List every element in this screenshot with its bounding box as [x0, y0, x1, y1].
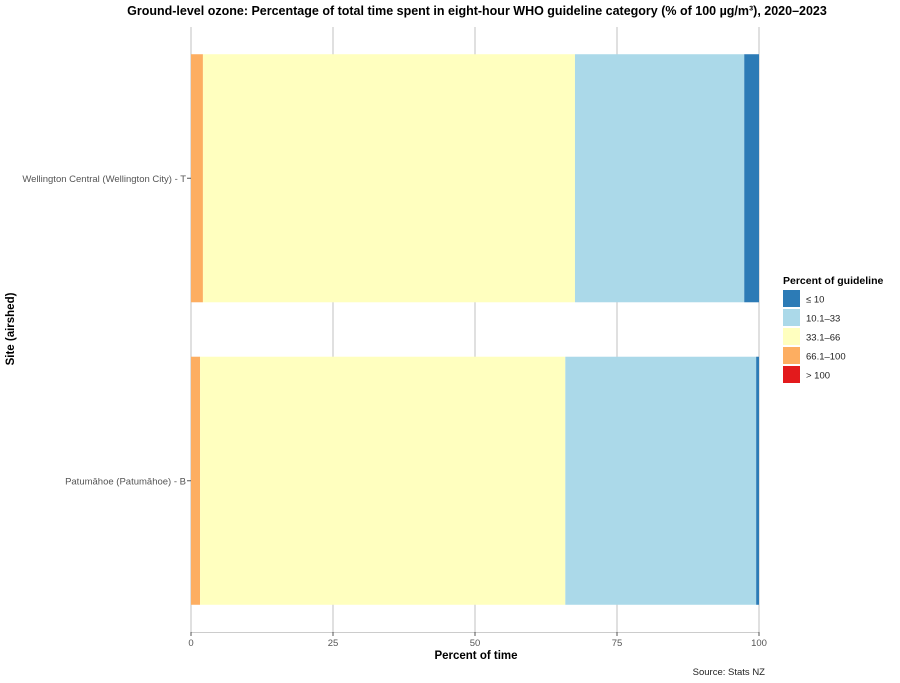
x-tick-label: 50 — [470, 638, 481, 649]
legend-title: Percent of guideline — [783, 275, 884, 287]
bar-patum-hoe-patum-hoe-b-33-1-66 — [200, 356, 566, 605]
bar-patum-hoe-patum-hoe-b-10 — [756, 356, 759, 605]
legend-swatch-33-1-66 — [783, 328, 800, 345]
legend-label-10: ≤ 10 — [806, 295, 824, 306]
legend-label-10-1-33: 10.1–33 — [806, 314, 840, 325]
legend-label-33-1-66: 33.1–66 — [806, 333, 840, 344]
legend-swatch-10-1-33 — [783, 309, 800, 326]
legend-swatch-66-1-100 — [783, 347, 800, 364]
x-axis-title: Percent of time — [434, 650, 517, 662]
legend-swatch-100 — [783, 366, 800, 383]
legend-label-66-1-100: 66.1–100 — [806, 352, 846, 363]
y-tick-label: Patumāhoe (Patumāhoe) - B — [65, 476, 186, 487]
bars — [191, 54, 759, 605]
legend: Percent of guideline ≤ 10 10.1–33 33.1–66 6… — [783, 275, 884, 383]
x-tick-label: 75 — [612, 638, 623, 649]
bar-wellington-central-wellington-city-t-10 — [744, 54, 759, 303]
source-caption: Source: Stats NZ — [693, 667, 766, 678]
legend-swatch-10 — [783, 290, 800, 307]
bar-patum-hoe-patum-hoe-b-10-1-33 — [565, 356, 757, 605]
legend-label-100: > 100 — [806, 371, 830, 382]
y-tick-label: Wellington Central (Wellington City) - T — [22, 174, 186, 185]
x-tick-label: 0 — [188, 638, 193, 649]
bar-wellington-central-wellington-city-t-10-1-33 — [574, 54, 745, 303]
bar-wellington-central-wellington-city-t-33-1-66 — [202, 54, 575, 303]
y-axis-title: Site (airshed) — [5, 292, 17, 365]
chart-title: Ground-level ozone: Percentage of total … — [127, 4, 827, 18]
x-axis: 0 25 50 75 100 — [188, 632, 767, 649]
y-axis: Patumāhoe (Patumāhoe) - B Wellington Cent… — [22, 174, 191, 487]
bar-patum-hoe-patum-hoe-b-66-1-100 — [191, 356, 201, 605]
x-tick-label: 100 — [751, 638, 767, 649]
bar-wellington-central-wellington-city-t-66-1-100 — [191, 54, 203, 303]
x-tick-label: 25 — [328, 638, 339, 649]
